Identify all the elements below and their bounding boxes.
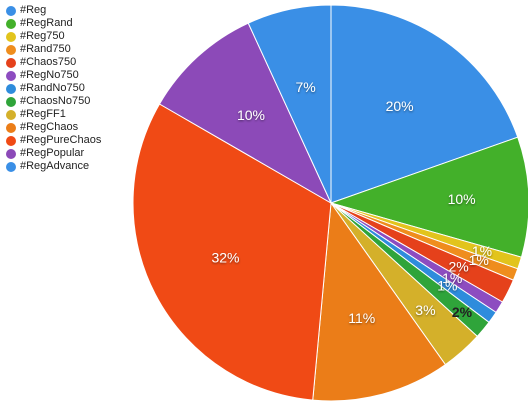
data-label-chaos750: 2%: [448, 259, 468, 275]
legend-label: #RegNo750: [20, 69, 79, 81]
legend-label: #RegPopular: [20, 147, 85, 159]
legend-item: #RegNo750: [6, 69, 101, 82]
legend-swatch: [6, 161, 16, 172]
chart-legend: #Reg #RegRand #Reg750 #Rand750 #Chaos750 #Reg…: [6, 4, 101, 173]
legend-label: #RandNo750: [20, 82, 85, 94]
legend-swatch: [6, 57, 16, 68]
data-label-regpopular: 10%: [237, 107, 265, 123]
legend-item: #Chaos750: [6, 56, 101, 69]
data-label-regno750: 1%: [442, 270, 462, 286]
legend-item: #Reg: [6, 4, 101, 17]
legend-swatch: [6, 109, 16, 120]
data-label-randno750: 1%: [437, 277, 457, 293]
data-label-regff1: 3%: [415, 302, 435, 318]
data-label-reg: 20%: [386, 98, 414, 114]
pie-slice-regpopular: [158, 22, 333, 205]
legend-label: #RegRand: [20, 17, 73, 29]
pie-data-labels: 20%10%1%1%2%1%1%2%3%11%32%10%7%: [211, 79, 492, 326]
data-label-reg750: 1%: [472, 243, 492, 259]
legend-label: #ChaosNo750: [20, 95, 91, 107]
legend-swatch: [6, 148, 16, 159]
pie-slice-regpurechaos: [132, 103, 332, 401]
pie-slice-regrand: [329, 136, 528, 258]
legend-swatch: [6, 18, 16, 29]
legend-item: #RegRand: [6, 17, 101, 30]
pie-slice-regadvance: [247, 4, 332, 204]
legend-label: #RegChaos: [20, 121, 79, 133]
legend-swatch: [6, 31, 16, 42]
legend-swatch: [6, 44, 16, 55]
legend-swatch: [6, 122, 16, 133]
legend-item: #RandNo750: [6, 82, 101, 95]
legend-label: #Rand750: [20, 43, 71, 55]
legend-item: #Reg750: [6, 30, 101, 43]
data-label-chaosno750: 2%: [452, 304, 473, 320]
legend-item: #ChaosNo750: [6, 95, 101, 108]
legend-label: #RegAdvance: [20, 160, 90, 172]
legend-swatch: [6, 5, 16, 16]
legend-item: #RegPopular: [6, 147, 101, 160]
legend-label: #Chaos750: [20, 56, 77, 68]
legend-swatch: [6, 83, 16, 94]
data-label-regchaos: 11%: [348, 310, 375, 326]
legend-swatch: [6, 70, 16, 81]
legend-item: #RegFF1: [6, 108, 101, 121]
legend-item: #RegChaos: [6, 121, 101, 134]
pie-slices: [132, 4, 528, 402]
data-label-regadvance: 7%: [295, 79, 315, 95]
legend-swatch: [6, 135, 16, 146]
data-label-rand750: 1%: [469, 252, 489, 268]
legend-label: #Reg: [20, 4, 47, 16]
legend-item: #Rand750: [6, 43, 101, 56]
legend-swatch: [6, 96, 16, 107]
legend-item: #RegAdvance: [6, 160, 101, 173]
data-label-regrand: 10%: [448, 191, 476, 207]
legend-label: #Reg750: [20, 30, 65, 42]
legend-label: #RegFF1: [20, 108, 66, 120]
legend-item: #RegPureChaos: [6, 134, 101, 147]
legend-label: #RegPureChaos: [20, 134, 102, 146]
data-label-regpurechaos: 32%: [211, 250, 239, 266]
